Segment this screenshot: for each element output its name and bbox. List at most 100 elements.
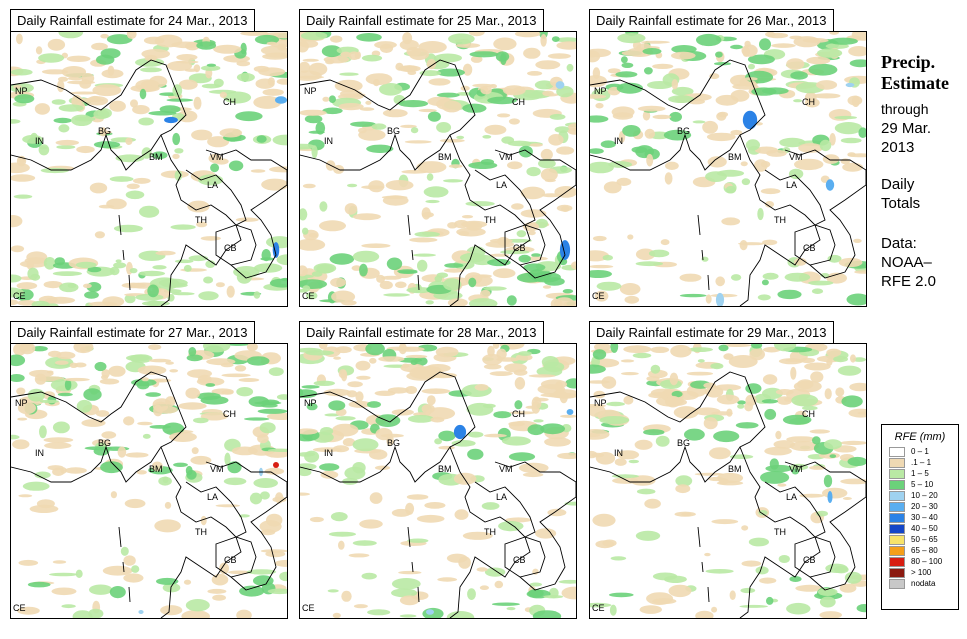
rain-patch <box>468 298 498 306</box>
rain-patch <box>624 295 640 304</box>
rain-patch <box>406 46 421 57</box>
rain-patch <box>718 344 729 352</box>
rain-patch <box>304 114 323 124</box>
rain-patch <box>279 571 287 582</box>
rain-patch <box>757 207 764 221</box>
rain-patch <box>725 185 737 194</box>
rain-patch <box>369 357 377 364</box>
rain-patch <box>535 60 561 70</box>
rain-patch <box>11 119 21 124</box>
rain-patch <box>723 353 734 360</box>
heavy-rain-patch <box>272 242 280 258</box>
rain-patch <box>590 404 606 417</box>
rain-patch <box>640 40 670 44</box>
rain-patch <box>319 463 340 471</box>
country-label-bg: BG <box>677 126 690 136</box>
country-label-th: TH <box>774 527 786 537</box>
rain-patch <box>528 589 544 598</box>
through-label: through <box>881 101 929 117</box>
rain-patch <box>205 260 216 268</box>
panel-title: Daily Rainfall estimate for 25 Mar., 201… <box>299 9 544 32</box>
rain-patch <box>620 359 635 363</box>
rain-patch <box>198 291 219 301</box>
product-title-line1: Precip. <box>881 52 936 72</box>
rain-patch <box>822 154 840 164</box>
country-label-vm: VM <box>210 152 224 162</box>
rain-patch <box>596 281 622 291</box>
rain-patch <box>623 395 634 405</box>
rain-patch <box>646 153 654 167</box>
rain-patch <box>741 560 762 567</box>
rain-patch <box>165 396 176 407</box>
rain-patch <box>280 277 287 282</box>
country-border <box>300 371 476 483</box>
country-label-in: IN <box>324 448 333 458</box>
rain-patch <box>155 250 176 256</box>
rain-patch <box>538 158 556 169</box>
rain-patch <box>125 190 145 200</box>
rain-patch <box>352 540 377 546</box>
rain-patch <box>227 461 242 474</box>
rain-patch <box>602 254 613 261</box>
rain-patch <box>436 92 460 98</box>
rain-patch <box>460 252 486 263</box>
rain-patch <box>238 514 250 518</box>
rain-patch <box>426 395 436 406</box>
rain-patch <box>526 166 541 177</box>
rfe-legend: RFE (mm) 0 – 1 .1 – 1 1 – 5 5 – 10 10 – 20 20… <box>881 424 959 610</box>
rain-patch <box>764 408 777 420</box>
rain-patch <box>264 467 285 475</box>
data-line2: NOAA– <box>881 254 932 271</box>
rain-patch <box>400 124 417 128</box>
rain-patch <box>226 285 235 298</box>
rain-patch <box>590 161 614 174</box>
rain-patch <box>56 145 76 150</box>
rain-patch <box>130 99 138 108</box>
rain-patch <box>109 176 134 182</box>
rain-patch <box>300 388 304 398</box>
rain-patch <box>856 604 866 613</box>
rain-patch <box>419 70 441 77</box>
rainfall-panel-24-mar: Daily Rainfall estimate for 24 Mar., 201… <box>10 9 288 307</box>
rain-patch <box>58 32 84 39</box>
rain-patch <box>492 344 500 349</box>
rain-patch <box>469 51 499 58</box>
rain-patch <box>375 414 401 427</box>
legend-label: 0 – 1 <box>911 447 929 456</box>
rain-patch <box>468 32 485 37</box>
heavy-rain-patch <box>827 491 833 503</box>
rain-patch <box>244 417 270 421</box>
rain-patch <box>652 63 674 69</box>
rain-patch <box>508 118 520 125</box>
rain-patch <box>804 362 831 371</box>
country-border <box>300 59 476 171</box>
rain-patch <box>276 78 287 85</box>
rain-patch <box>644 128 655 139</box>
rain-patch <box>791 468 799 475</box>
rain-patch <box>115 154 145 163</box>
rain-patch <box>529 143 543 147</box>
panel-title: Daily Rainfall estimate for 24 Mar., 201… <box>10 9 255 32</box>
rain-patch <box>531 253 541 258</box>
heavy-rain-patch <box>164 116 178 124</box>
rain-patch <box>686 371 714 376</box>
rain-patch <box>799 493 825 498</box>
rain-patch <box>374 390 396 396</box>
heavy-rain-patch <box>138 610 144 614</box>
rain-patch <box>34 471 51 479</box>
rain-patch <box>47 350 62 358</box>
rain-patch <box>46 370 54 374</box>
rain-patch <box>248 396 270 407</box>
rainfall-panel-29-mar: Daily Rainfall estimate for 29 Mar., 201… <box>589 321 867 619</box>
rain-patch <box>215 504 240 508</box>
rain-patch <box>256 135 267 143</box>
rain-patch <box>664 172 673 185</box>
rain-patch <box>139 88 147 100</box>
rain-patch <box>120 546 129 556</box>
rain-patch <box>35 46 43 55</box>
rain-patch <box>494 580 504 589</box>
rain-patch <box>368 180 385 193</box>
rain-patch <box>262 53 287 60</box>
country-label-ch: CH <box>512 97 525 107</box>
country-label-th: TH <box>195 215 207 225</box>
